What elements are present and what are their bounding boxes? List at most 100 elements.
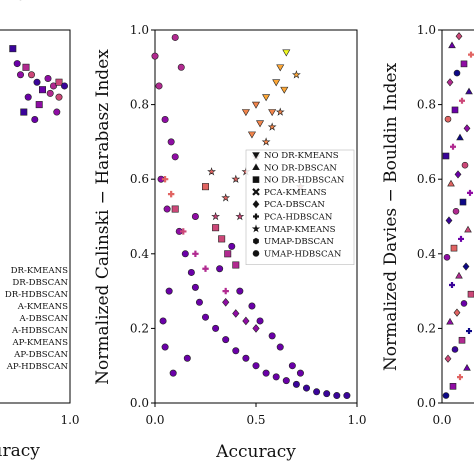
data-point: [465, 87, 473, 95]
data-point: [460, 60, 468, 68]
data-point: [262, 94, 271, 102]
data-point: [296, 369, 304, 377]
middle-ytick-label: 0.8: [130, 98, 149, 112]
left-panel: DR-KMEANS DR-DBSCAN DR-HDBSCAN A-KMEANS A-DB…: [0, 0, 80, 461]
data-point: [447, 179, 455, 187]
data-point: [454, 170, 462, 179]
data-point: [171, 33, 179, 41]
data-point: [218, 235, 226, 243]
right-plot-frame: [441, 29, 474, 404]
data-point: [444, 354, 452, 363]
data-point: [461, 161, 469, 169]
data-point: [442, 392, 450, 399]
legend-marker: [253, 237, 259, 245]
data-point: [463, 364, 471, 371]
data-point: [267, 122, 277, 131]
data-point: [450, 244, 458, 252]
data-point: [457, 374, 463, 381]
legend-label: NO DR-HDBSCAN: [264, 176, 345, 186]
data-point: [161, 176, 169, 183]
data-point: [282, 377, 290, 385]
data-point: [49, 82, 57, 90]
data-point: [255, 120, 265, 128]
data-point: [163, 205, 171, 213]
data-point: [161, 343, 169, 351]
middle-ytick-label: 1.0: [130, 23, 149, 37]
right-ytick-label: 0.4: [417, 247, 436, 261]
middle-ytick-label: 0.6: [130, 172, 149, 186]
data-point: [462, 262, 470, 271]
left-points: [9, 0, 68, 124]
data-point: [31, 116, 39, 124]
middle-yaxis-label: Normalized Calinski − Harabasz Index: [93, 49, 113, 385]
middle-xtick-label: 0.5: [246, 413, 265, 427]
data-point: [187, 268, 195, 276]
data-point: [455, 271, 463, 279]
data-point: [252, 362, 260, 370]
data-point: [256, 317, 264, 325]
legend-label: UMAP-DBSCAN: [264, 237, 334, 247]
data-point: [231, 174, 241, 183]
middle-xtick-label: 0.0: [145, 413, 164, 427]
legend-label: UMAP-KMEANS: [264, 225, 336, 235]
data-point: [35, 101, 43, 109]
data-point: [443, 254, 451, 261]
data-point: [60, 82, 68, 90]
left-plot-frame: [0, 29, 71, 404]
legend-label: AP-HDBSCAN: [6, 362, 69, 372]
legend-marker: [252, 152, 260, 159]
legend-label: NO DR-DBSCAN: [264, 163, 337, 173]
legend-marker: [252, 163, 260, 170]
data-point: [448, 41, 456, 49]
data-point: [155, 82, 163, 90]
middle-ticks: 0.0 0.5 1.0 0.0 0.2 0.4 0.6 0.8 1.0: [130, 23, 367, 427]
data-point: [268, 332, 276, 340]
data-point: [460, 300, 468, 307]
left-xtick-label: 1.0: [60, 413, 79, 427]
data-point: [453, 69, 461, 77]
data-point: [216, 265, 224, 273]
data-point: [235, 211, 245, 221]
data-point: [268, 109, 277, 117]
legend-marker: [253, 213, 259, 220]
data-point: [292, 380, 300, 388]
data-point: [343, 392, 351, 400]
data-point: [276, 343, 284, 351]
data-point: [458, 235, 464, 242]
data-point: [191, 213, 199, 221]
data-point: [165, 287, 173, 295]
data-point: [446, 317, 454, 325]
legend-label: DR-KMEANS: [11, 266, 68, 276]
data-point: [451, 106, 459, 114]
middle-panel: 0.0 0.5 1.0 0.0 0.2 0.4 0.6 0.8 1.0 NO DR-KMEANS…: [93, 23, 367, 462]
data-point: [466, 328, 472, 335]
data-point: [236, 287, 244, 295]
data-point: [275, 107, 285, 116]
data-point: [38, 86, 46, 94]
data-point: [55, 78, 63, 86]
data-point: [251, 101, 261, 109]
data-point: [33, 78, 41, 86]
middle-points: [151, 33, 351, 400]
data-point: [467, 189, 473, 196]
legend-label: DR-HDBSCAN: [5, 290, 69, 300]
data-point: [183, 354, 191, 362]
data-point: [222, 287, 229, 295]
data-point: [272, 373, 280, 381]
data-point: [232, 347, 240, 355]
data-point: [333, 392, 341, 400]
data-point: [9, 45, 17, 53]
data-point: [464, 225, 472, 233]
middle-xtick-label: 1.0: [347, 413, 366, 427]
data-point: [202, 313, 210, 321]
data-point: [202, 183, 210, 191]
data-point: [16, 71, 24, 79]
legend-label: PCA-HDBSCAN: [264, 213, 333, 223]
data-point: [195, 298, 203, 306]
data-point: [202, 265, 209, 272]
data-point: [169, 369, 177, 377]
data-point: [27, 71, 35, 79]
data-point: [302, 384, 310, 392]
legend-label: A-KMEANS: [17, 302, 68, 312]
data-point: [171, 153, 179, 161]
